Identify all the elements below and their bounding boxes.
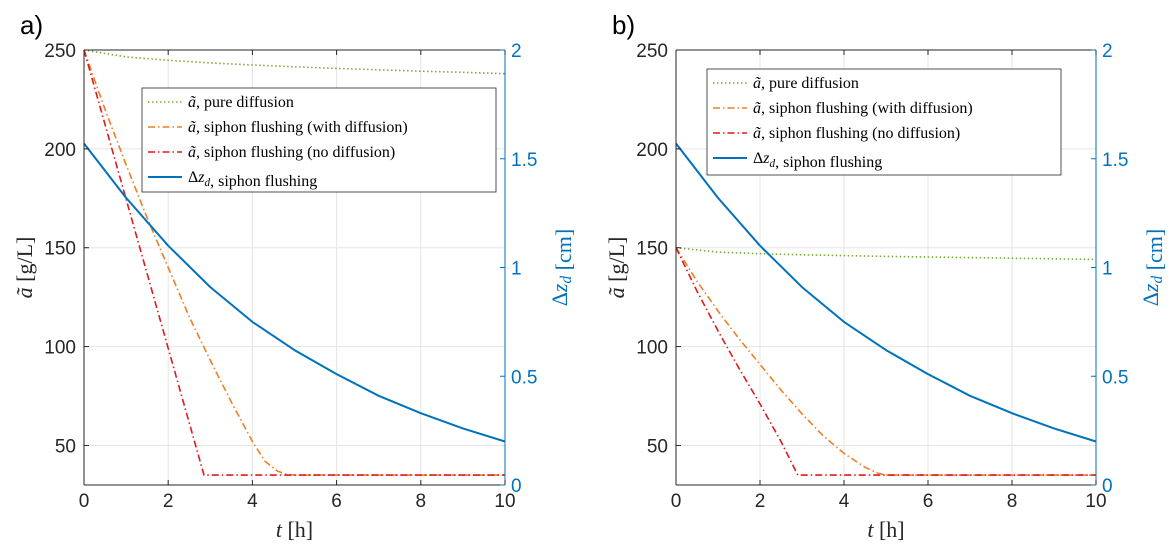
x-tick-label: 4: [839, 491, 850, 512]
y-axis-label: ã [g/L]: [12, 237, 37, 299]
series-line-siphon-no-diffusion: [675, 247, 1096, 476]
y-axis-label-right: Δzd [cm]: [1138, 229, 1167, 306]
y-tick-label: 200: [44, 140, 76, 161]
x-tick-label: 0: [671, 491, 682, 512]
y-tick-label-right: 0.5: [511, 367, 537, 388]
y-tick-label-right: 0: [511, 476, 522, 497]
y-axis-label-right: Δzd [cm]: [547, 229, 576, 306]
y-tick-label-right: 2: [511, 41, 522, 62]
x-tick-label: 10: [1085, 491, 1106, 512]
legend-entry-siphon-no-diffusion: ã, siphon flushing (no diffusion): [753, 125, 960, 142]
y-tick-label-right: 1.5: [1102, 150, 1128, 171]
panel-label: b): [612, 10, 635, 40]
x-tick-label: 6: [331, 491, 342, 512]
series-line-siphon-with-diffusion: [83, 49, 505, 476]
panel-label: a): [20, 10, 43, 40]
legend-entry-siphon-with-diffusion: ã, siphon flushing (with diffusion): [753, 100, 973, 117]
x-tick-label: 2: [163, 491, 174, 512]
legend-entry-pure-diffusion: ã, pure diffusion: [753, 75, 859, 92]
y-tick-label: 100: [636, 338, 668, 359]
x-axis-label: t [h]: [867, 517, 904, 542]
x-tick-label: 8: [416, 491, 427, 512]
x-tick-label: 10: [494, 491, 515, 512]
y-tick-label: 150: [44, 239, 76, 260]
legend: ã, pure diffusion ã, siphon flushing (wit…: [706, 68, 1062, 176]
legend-entry-siphon-with-diffusion: ã, siphon flushing (with diffusion): [188, 119, 408, 136]
chart-panel-a: a) 0 2 4 6 8 10 50 100 150 200 250 0 0.5 1 1.5 2 t [h] ã […: [12, 10, 576, 542]
legend-entry-dz: Δzd, siphon flushing: [753, 150, 882, 171]
legend-entry-pure-diffusion: ã, pure diffusion: [188, 94, 294, 111]
y-tick-label-right: 0.5: [1102, 367, 1128, 388]
y-tick-label-right: 1.5: [511, 150, 537, 171]
y-tick-label-right: 2: [1102, 41, 1113, 62]
series-line-siphon-with-diffusion: [675, 247, 1096, 476]
x-tick-label: 0: [79, 491, 90, 512]
legend: ã, pure diffusion ã, siphon flushing (wit…: [141, 87, 497, 193]
chart-panel-b: b) 0 2 4 6 8 10 50 100 150 200 250 0 0.5 1 1.5 2 t [h] ã […: [604, 10, 1167, 542]
legend-entry-dz: Δzd, siphon flushing: [188, 169, 317, 190]
y-tick-label: 50: [647, 436, 668, 457]
y-tick-label-right: 1: [1102, 259, 1113, 280]
legend-entry-siphon-no-diffusion: ã, siphon flushing (no diffusion): [188, 144, 395, 161]
x-tick-label: 8: [1007, 491, 1018, 512]
y-tick-label: 100: [44, 338, 76, 359]
x-tick-label: 2: [755, 491, 766, 512]
x-axis-label: t [h]: [276, 517, 313, 542]
legend-box: [141, 87, 497, 193]
y-tick-label: 150: [636, 239, 668, 260]
y-tick-label-right: 0: [1102, 476, 1113, 497]
x-tick-label: 4: [247, 491, 258, 512]
series-line-siphon-no-diffusion: [83, 49, 505, 476]
y-tick-label: 250: [636, 41, 668, 62]
legend-box: [706, 68, 1062, 176]
y-tick-label: 250: [44, 41, 76, 62]
series-line-dz: [83, 142, 506, 443]
y-axis-label: ã [g/L]: [604, 237, 629, 299]
series-line-dz: [675, 142, 1097, 443]
y-tick-label: 200: [636, 140, 668, 161]
y-tick-label: 50: [55, 436, 76, 457]
y-tick-label-right: 1: [511, 259, 522, 280]
x-tick-label: 6: [923, 491, 934, 512]
